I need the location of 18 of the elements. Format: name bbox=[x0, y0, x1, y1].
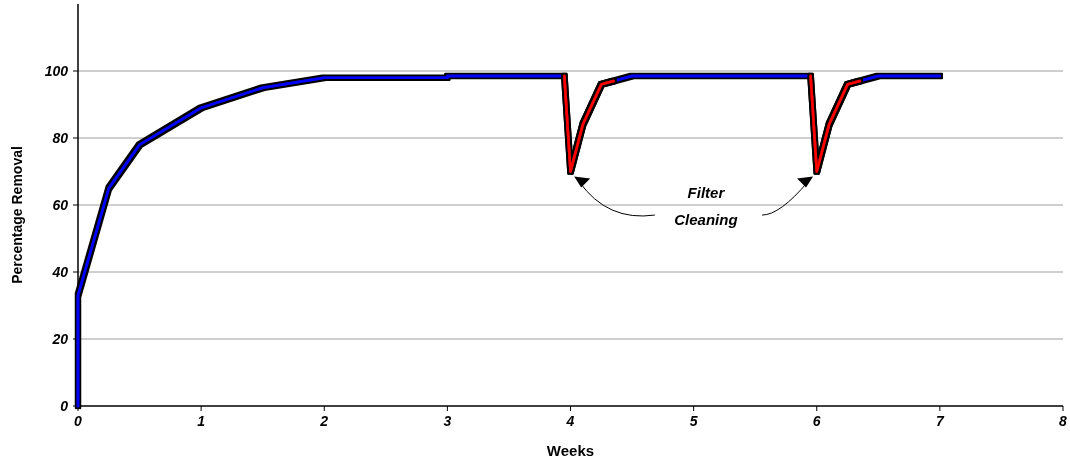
x-tick-label: 5 bbox=[689, 413, 698, 429]
y-axis-title: Percentage Removal bbox=[9, 146, 25, 284]
y-tick-label: 20 bbox=[51, 331, 69, 347]
x-tick-label: 7 bbox=[935, 413, 945, 429]
y-tick-label: 100 bbox=[44, 63, 69, 79]
x-axis-title: Weeks bbox=[546, 442, 595, 459]
annotation: Filter Cleaning bbox=[674, 184, 738, 229]
y-tick-label: 40 bbox=[51, 264, 69, 280]
x-tick-label: 3 bbox=[443, 413, 452, 429]
y-tick-label: 0 bbox=[60, 398, 69, 414]
x-tick-label: 4 bbox=[565, 413, 575, 429]
x-tick-label: 0 bbox=[74, 413, 83, 429]
x-tick-label: 8 bbox=[1059, 413, 1068, 429]
y-tick-label: 80 bbox=[52, 130, 69, 146]
x-tick-label: 1 bbox=[197, 413, 206, 429]
x-tick-label: 6 bbox=[812, 413, 821, 429]
x-tick-label: 2 bbox=[319, 413, 329, 429]
y-tick-label: 60 bbox=[52, 197, 69, 213]
